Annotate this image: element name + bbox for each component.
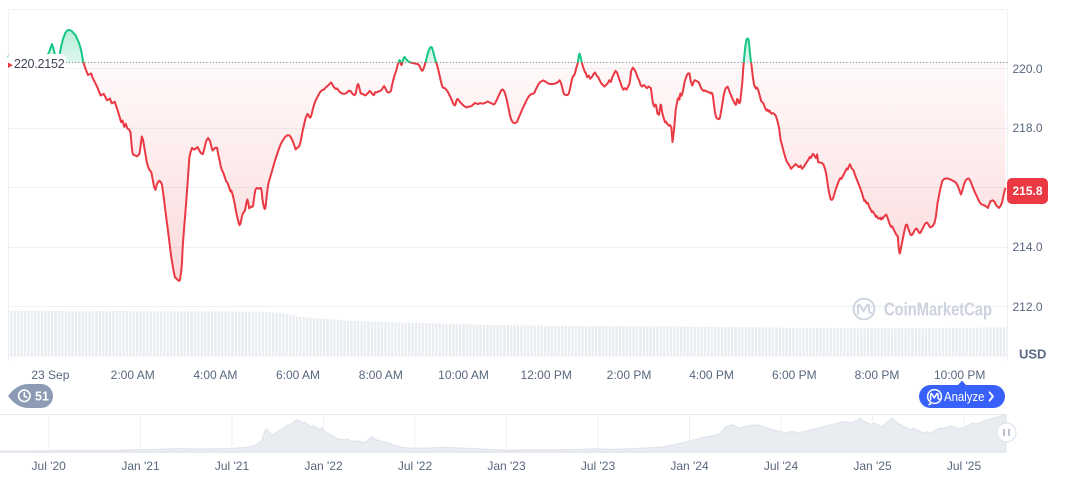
svg-text:Analyze: Analyze — [944, 389, 985, 404]
svg-text:51: 51 — [35, 390, 49, 404]
svg-text:CoinMarketCap: CoinMarketCap — [884, 300, 992, 320]
